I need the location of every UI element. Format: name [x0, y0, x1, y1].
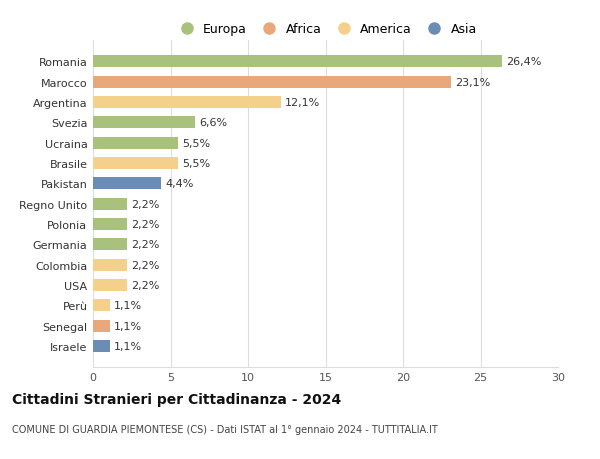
Bar	[93, 117, 196, 129]
Bar	[93, 56, 502, 68]
Legend: Europa, Africa, America, Asia: Europa, Africa, America, Asia	[169, 18, 482, 41]
Text: 5,5%: 5,5%	[182, 139, 210, 148]
Text: 2,2%: 2,2%	[131, 260, 160, 270]
Bar	[93, 137, 178, 150]
Text: Cittadini Stranieri per Cittadinanza - 2024: Cittadini Stranieri per Cittadinanza - 2…	[12, 392, 341, 406]
Bar	[93, 218, 127, 230]
Bar	[93, 76, 451, 89]
Bar	[93, 340, 110, 353]
Text: 2,2%: 2,2%	[131, 240, 160, 250]
Text: 1,1%: 1,1%	[114, 321, 142, 331]
Bar	[93, 280, 127, 291]
Text: 6,6%: 6,6%	[199, 118, 227, 128]
Bar	[93, 157, 178, 170]
Bar	[93, 178, 161, 190]
Bar	[93, 320, 110, 332]
Bar	[93, 97, 281, 109]
Text: 12,1%: 12,1%	[284, 98, 320, 108]
Text: 1,1%: 1,1%	[114, 341, 142, 351]
Text: 5,5%: 5,5%	[182, 159, 210, 168]
Bar	[93, 198, 127, 210]
Text: 4,4%: 4,4%	[165, 179, 193, 189]
Text: 1,1%: 1,1%	[114, 301, 142, 311]
Bar	[93, 259, 127, 271]
Bar	[93, 239, 127, 251]
Text: COMUNE DI GUARDIA PIEMONTESE (CS) - Dati ISTAT al 1° gennaio 2024 - TUTTITALIA.I: COMUNE DI GUARDIA PIEMONTESE (CS) - Dati…	[12, 425, 438, 435]
Bar	[93, 300, 110, 312]
Text: 2,2%: 2,2%	[131, 280, 160, 291]
Text: 2,2%: 2,2%	[131, 219, 160, 230]
Text: 2,2%: 2,2%	[131, 199, 160, 209]
Text: 26,4%: 26,4%	[506, 57, 541, 67]
Text: 23,1%: 23,1%	[455, 78, 490, 88]
